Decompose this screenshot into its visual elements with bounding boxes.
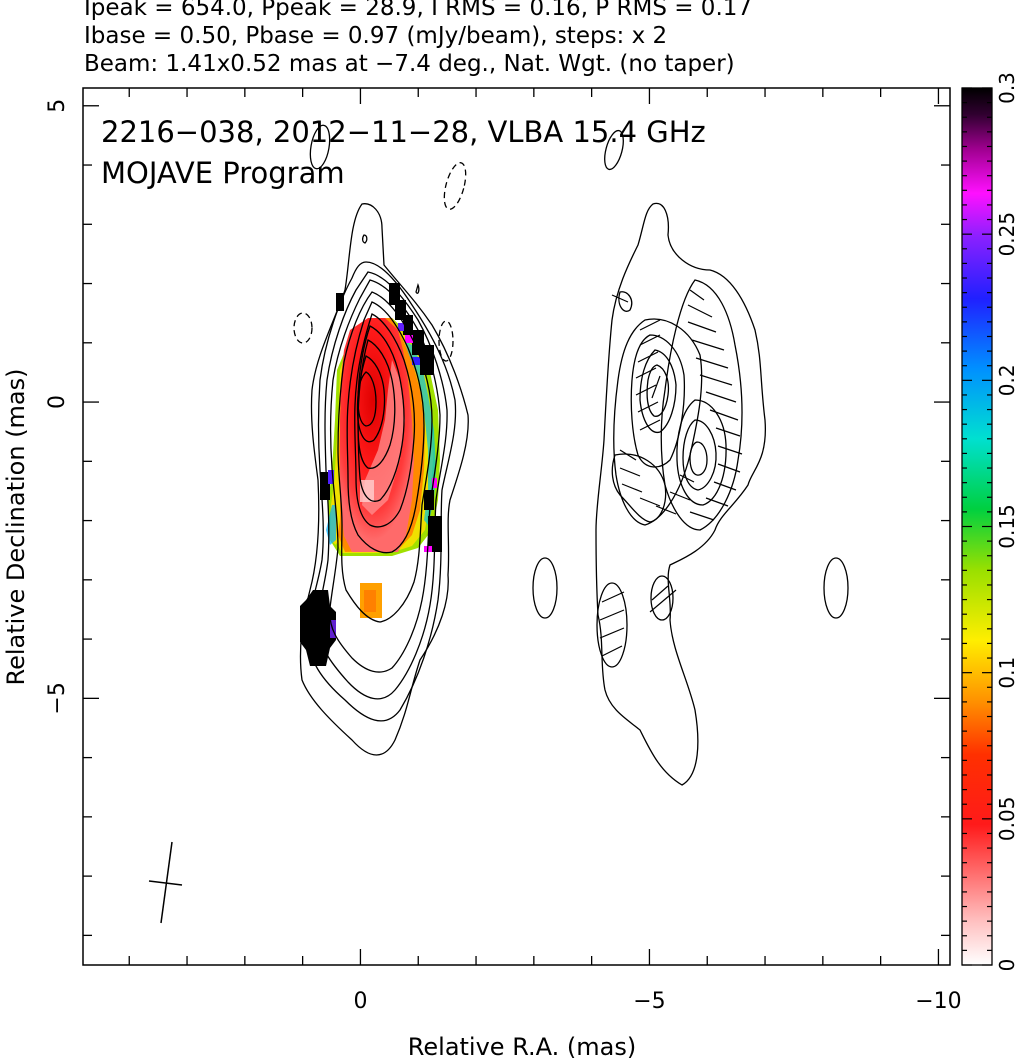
axis-ticks	[83, 88, 950, 965]
beam-cross	[148, 841, 183, 924]
colorbar-ticks	[962, 87, 992, 966]
plot-title-line-1: 2216−038, 2012−11−28, VLBA 15.4 GHz	[101, 115, 706, 149]
tick-labels: 0 −5 −10 5 0 −5	[45, 99, 962, 1014]
colorbar-tick-label: 0.25	[995, 212, 1019, 257]
y-tick-label: −5	[45, 682, 70, 714]
right-panel-contours	[595, 202, 766, 786]
plot-frame	[82, 87, 951, 966]
colorbar-tick-label: 0.3	[995, 72, 1019, 104]
header-line-2: Ibase = 0.50, Pbase = 0.97 (mJy/beam), s…	[84, 23, 668, 49]
negative-contours	[293, 162, 467, 362]
colorbar-tick-labels: 0 0.05 0.1 0.15 0.2 0.25 0.3	[995, 72, 1019, 971]
noise-contours-left	[309, 124, 849, 619]
x-tick-label: −10	[915, 989, 961, 1014]
colorbar-tick-label: 0.15	[995, 504, 1019, 549]
x-tick-label: −5	[633, 989, 665, 1014]
y-axis-label: Relative Declination (mas)	[2, 368, 30, 685]
header-line-1: Ipeak = 654.0, Ppeak = 28.9, I RMS = 0.1…	[84, 0, 753, 21]
plot-title-line-2: MOJAVE Program	[101, 156, 345, 190]
y-tick-label: 5	[45, 99, 70, 113]
colorbar-tick-label: 0.1	[995, 657, 1019, 689]
x-tick-label: 0	[353, 989, 367, 1014]
x-axis-label: Relative R.A. (mas)	[408, 1033, 636, 1061]
colorbar-tick-label: 0.05	[995, 797, 1019, 842]
evpa-vectors	[599, 289, 743, 657]
intensity-contours	[299, 203, 469, 756]
y-tick-label: 0	[45, 395, 70, 409]
colorbar-tick-label: 0.2	[995, 364, 1019, 396]
header-line-3: Beam: 1.41x0.52 mas at −7.4 deg., Nat. W…	[84, 51, 735, 77]
colorbar-tick-label: 0	[995, 959, 1019, 972]
